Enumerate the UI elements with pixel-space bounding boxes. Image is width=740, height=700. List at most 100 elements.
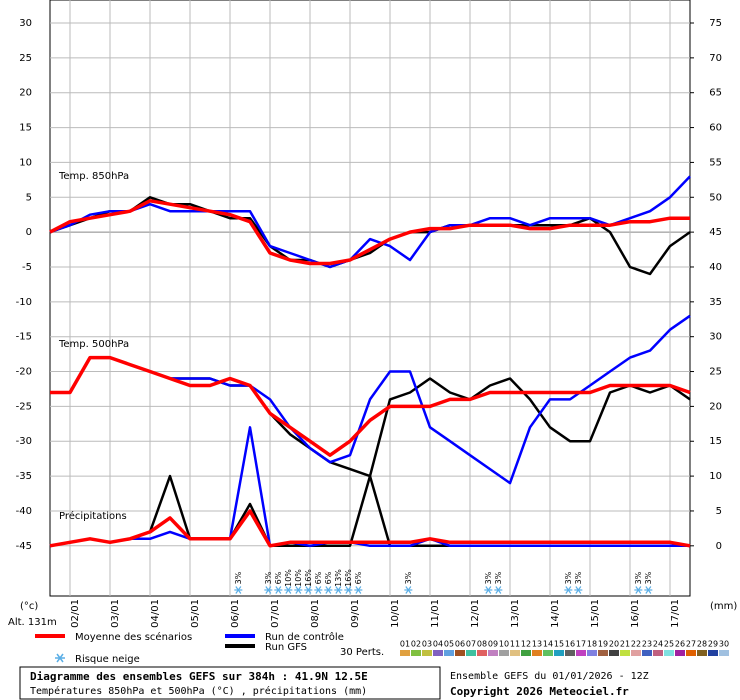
perturbation-label: 10 (499, 640, 509, 649)
x-tick-label: 03/01 (110, 599, 121, 628)
snow-icon-stroke (295, 586, 302, 594)
footer-title: Diagramme des ensembles GEFS sur 384h : … (30, 670, 368, 683)
altitude: Alt. 131m (8, 617, 57, 628)
snow-icon (494, 586, 503, 594)
perturbation-swatch (719, 650, 729, 656)
y-tick-label: -25 (16, 401, 32, 412)
legend-label: Run de contrôle (265, 631, 344, 643)
snow-icon-stroke (305, 586, 312, 594)
perturbation-label: 12 (521, 640, 531, 649)
perturbation-label: 21 (620, 640, 630, 649)
y-axis-label: (°c) (20, 601, 38, 612)
series-line (49, 175, 691, 269)
perturbation-label: 20 (609, 640, 619, 649)
perturbation-label: 11 (510, 640, 520, 649)
snow-icon (314, 586, 323, 594)
y-tick-label: 0 (26, 227, 32, 238)
x-tick-label: 16/01 (630, 599, 641, 628)
perturbation-label: 22 (631, 640, 641, 649)
perturbation-label: 14 (543, 640, 553, 649)
perturbation-swatch (466, 650, 476, 656)
perturbation-swatch (554, 650, 564, 656)
perturbation-swatch (477, 650, 487, 656)
snow-risk-label: 3% (234, 571, 243, 584)
snow-icon (324, 586, 333, 594)
perturbation-label: 02 (411, 640, 421, 649)
perturbation-swatch (620, 650, 630, 656)
x-tick-label: 12/01 (470, 599, 481, 628)
y2-tick-label: 5 (716, 506, 722, 517)
y-tick-label: 20 (19, 88, 32, 99)
snow-icon (344, 586, 353, 594)
x-tick-label: 14/01 (550, 599, 561, 628)
perturbation-label: 03 (422, 640, 432, 649)
y2-tick-label: 30 (709, 332, 722, 343)
snow-icon (274, 586, 283, 594)
snow-risk-label: 10% (284, 569, 293, 587)
snow-icon-stroke (335, 586, 342, 594)
perturbation-label: 08 (477, 640, 487, 649)
perturbation-label: 24 (653, 640, 663, 649)
snow-icon-stroke (235, 586, 242, 594)
plot-frame (49, 0, 691, 597)
snow-icon (354, 586, 363, 594)
snow-icon-stroke (495, 586, 502, 594)
snow-icon-stroke (275, 586, 282, 594)
y2-tick-label: 0 (716, 541, 722, 552)
perturbation-swatch (488, 650, 498, 656)
snow-risk-label: 6% (314, 571, 323, 584)
perturbation-swatch (532, 650, 542, 656)
y2-tick-label: 70 (709, 53, 722, 64)
perturbation-swatch (499, 650, 509, 656)
perturbation-swatch (642, 650, 652, 656)
perturbation-swatch (422, 650, 432, 656)
perturbation-swatch (565, 650, 575, 656)
series-line (49, 509, 691, 548)
y-tick-label: 30 (19, 18, 32, 29)
snow-icon (234, 586, 243, 594)
perturbation-label: 05 (444, 640, 454, 649)
y2-tick-label: 50 (709, 192, 722, 203)
snow-risk-label: 6% (274, 571, 283, 584)
perturbation-label: 18 (587, 640, 597, 649)
perturbation-label: 23 (642, 640, 652, 649)
snow-risk-label: 6% (324, 571, 333, 584)
perturbation-swatch (686, 650, 696, 656)
perturbation-swatch (521, 650, 531, 656)
snow-risk-label: 3% (264, 571, 273, 584)
snow-icon-stroke (345, 586, 352, 594)
x-tick-label: 09/01 (350, 599, 361, 628)
perturbation-swatch (598, 650, 608, 656)
perturbation-swatch (653, 650, 663, 656)
y-tick-label: 10 (19, 157, 32, 168)
snow-risk-label: 3% (404, 571, 413, 584)
snow-icon-stroke (565, 586, 572, 594)
perturbation-swatch (631, 650, 641, 656)
perturbation-label: 30 (719, 640, 729, 649)
legend-label: Risque neige (75, 654, 140, 665)
x-tick-label: 13/01 (510, 599, 521, 628)
y2-tick-label: 55 (709, 157, 722, 168)
perturbation-label: 28 (697, 640, 707, 649)
x-tick-label: 05/01 (190, 599, 201, 628)
y2-tick-label: 25 (709, 367, 722, 378)
y-tick-label: 15 (19, 123, 32, 134)
snow-icon-stroke (355, 586, 362, 594)
perturbation-swatch (543, 650, 553, 656)
snow-risk-label: 3% (634, 571, 643, 584)
snow-risk-label: 3% (564, 571, 573, 584)
perturbation-swatch (609, 650, 619, 656)
perturbation-label: 16 (565, 640, 575, 649)
y-tick-label: -45 (16, 541, 32, 552)
snow-risk-label: 16% (344, 569, 353, 587)
x-tick-label: 06/01 (230, 599, 241, 628)
perturbation-swatch (444, 650, 454, 656)
series-line (49, 196, 691, 276)
perturbation-swatch (411, 650, 421, 656)
perturbation-swatch (697, 650, 707, 656)
y2-tick-label: 40 (709, 262, 722, 273)
snow-icon-stroke (645, 586, 652, 594)
series-line (50, 355, 691, 457)
y-tick-label: -10 (16, 297, 32, 308)
footer-subtitle: Températures 850hPa et 500hPa (°C) , pré… (30, 685, 367, 697)
